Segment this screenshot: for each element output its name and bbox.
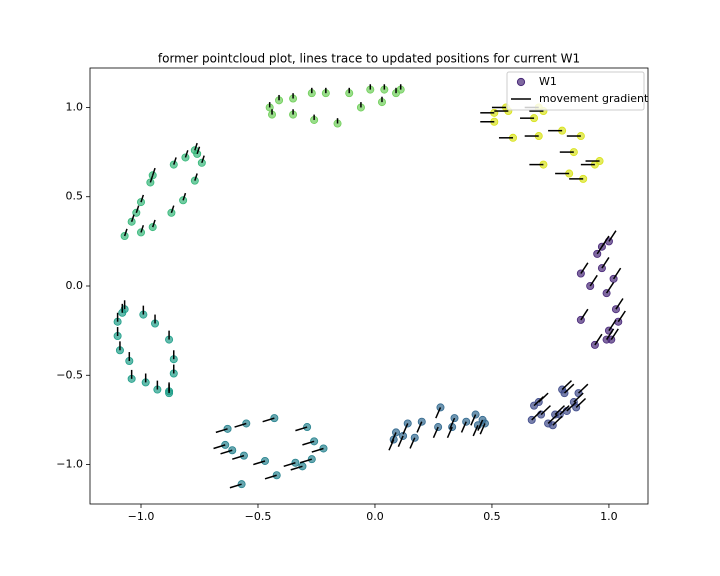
movement-line <box>409 437 416 449</box>
movement-line <box>149 175 154 183</box>
movement-line <box>140 194 145 203</box>
movement-line <box>184 150 189 158</box>
movement-line <box>594 333 603 346</box>
movement-line <box>460 421 467 433</box>
legend-box <box>506 71 645 111</box>
movement-line <box>170 205 175 214</box>
movement-line <box>575 397 587 408</box>
movement-line <box>397 435 404 447</box>
movement-line <box>477 419 484 431</box>
movement-line <box>472 424 479 437</box>
x-tick-label: −1.0 <box>128 510 155 523</box>
movement-line <box>563 383 575 394</box>
movement-line <box>311 447 324 453</box>
movement-line <box>605 328 615 340</box>
movement-line <box>610 328 619 340</box>
point <box>137 198 146 207</box>
x-tick-label: 1.0 <box>600 510 618 523</box>
movement-line <box>196 146 201 155</box>
movement-line <box>432 426 439 439</box>
movement-line <box>201 155 205 164</box>
movement-line <box>446 426 453 439</box>
movement-line <box>264 474 277 480</box>
movement-line <box>561 380 573 391</box>
movement-line <box>299 458 313 464</box>
movement-line <box>533 396 544 407</box>
movement-line <box>135 205 140 214</box>
y-tick-label: 0.5 <box>66 190 84 203</box>
movement-line <box>215 428 228 434</box>
movement-line <box>262 417 275 423</box>
y-tick-label: 0.0 <box>66 279 84 292</box>
movement-line <box>547 414 558 425</box>
movement-line <box>605 282 615 294</box>
legend-label: movement gradient <box>539 92 649 105</box>
x-tick-label: 0.5 <box>483 510 501 523</box>
x-tick-label: −0.5 <box>245 510 272 523</box>
movement-line <box>596 242 605 255</box>
movement-line <box>253 460 266 466</box>
movement-line <box>540 405 551 416</box>
y-tick-label: −1.0 <box>56 458 83 471</box>
movement-line <box>295 426 308 432</box>
movement-line <box>554 405 565 416</box>
movement-line <box>566 401 577 412</box>
movement-line <box>220 449 233 455</box>
movement-line <box>449 417 456 430</box>
movement-line <box>615 298 624 310</box>
movement-line <box>577 383 589 394</box>
movement-line <box>402 423 409 435</box>
movement-line <box>232 454 245 460</box>
point <box>127 217 136 226</box>
movement-line <box>612 267 622 280</box>
point <box>137 228 146 237</box>
movement-line <box>140 225 145 233</box>
x-tick-label: 0.0 <box>366 510 384 523</box>
movement-line <box>283 462 296 468</box>
movement-line <box>601 257 610 269</box>
movement-line <box>573 392 584 403</box>
y-tick-label: 1.0 <box>66 100 84 113</box>
movement-line <box>290 465 303 471</box>
movement-line <box>302 440 315 446</box>
legend-marker <box>516 77 526 87</box>
movement-line <box>416 421 423 433</box>
movement-line <box>229 483 242 489</box>
movement-line <box>531 410 542 421</box>
movement-line <box>435 407 442 419</box>
movement-line <box>234 422 247 428</box>
movement-line <box>470 414 477 426</box>
movement-line <box>479 423 486 435</box>
movement-line <box>194 173 198 181</box>
movement-line <box>608 230 617 242</box>
movement-line <box>559 405 570 416</box>
movement-line <box>617 310 626 323</box>
movement-line <box>388 439 395 451</box>
movement-line <box>194 142 198 151</box>
y-tick-label: −0.5 <box>56 368 83 381</box>
movement-line <box>580 262 589 274</box>
movement-line <box>213 444 226 450</box>
movement-line <box>589 274 598 287</box>
chart-title: former pointcloud plot, lines trace to u… <box>158 52 580 66</box>
movement-line <box>130 214 135 222</box>
movement-line <box>182 192 187 201</box>
movement-line <box>151 219 156 228</box>
movement-line <box>123 228 128 237</box>
movement-line <box>151 167 156 176</box>
legend: W1 movement gradient <box>506 71 649 111</box>
movement-line <box>552 415 563 426</box>
movement-line <box>608 319 617 332</box>
movement-line <box>173 157 177 165</box>
movement-line <box>580 308 589 321</box>
legend-label: W1 <box>539 75 557 88</box>
point <box>148 223 157 232</box>
